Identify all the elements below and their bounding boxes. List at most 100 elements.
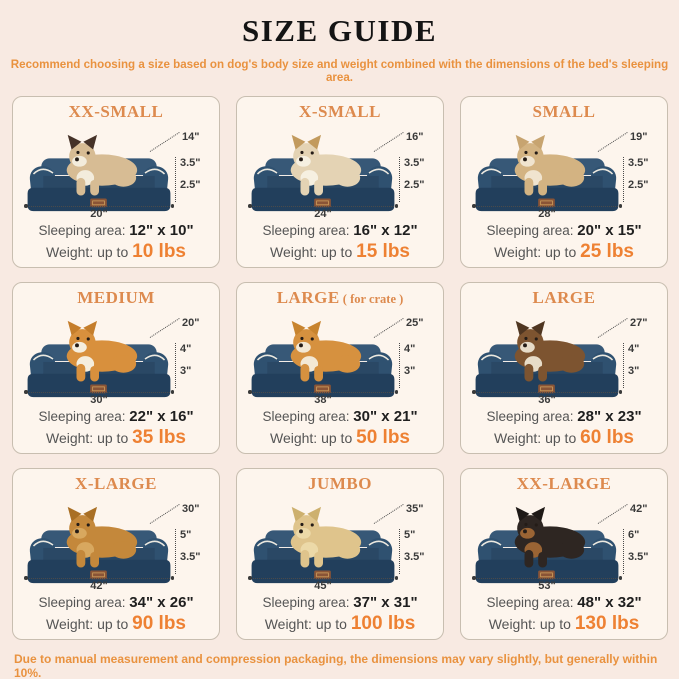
bed-width-dimension: 53" — [538, 580, 556, 592]
dog-eye-right — [86, 523, 90, 527]
sleeping-area-value: 20" x 15" — [577, 222, 642, 239]
dog-eye-right — [310, 337, 314, 341]
up-to-label: up to — [321, 430, 353, 446]
sleeping-area-label: Sleeping area: — [262, 595, 350, 610]
dog-eye-left — [300, 522, 304, 527]
bed-brand-tag-stitch — [540, 572, 553, 578]
size-name: MEDIUM — [77, 288, 155, 307]
dog-muzzle — [296, 527, 311, 539]
bed-brand-tag-stitch — [316, 386, 329, 392]
dog-front-paw-left — [300, 363, 310, 382]
sleeping-area-line: Sleeping area: 22" x 16" — [38, 408, 193, 426]
right-arm-piping — [144, 168, 166, 175]
dog-eye-left — [300, 336, 304, 341]
base-height-dimension: 3" — [628, 365, 640, 377]
dog-bed-drawing — [27, 134, 171, 212]
size-grid: XX-SMALL — [12, 96, 668, 640]
size-name: JUMBO — [308, 474, 372, 493]
sleeping-area-value: 22" x 16" — [129, 408, 194, 425]
size-label: MEDIUM — [77, 287, 155, 310]
bolster-height-dimension: 6" — [628, 529, 640, 541]
height-measure-line — [399, 529, 400, 574]
bolster-height-dimension: 4" — [404, 343, 416, 355]
dog-eye-right — [534, 151, 538, 155]
dog-ear-right — [83, 134, 98, 150]
dog-muzzle — [72, 527, 87, 539]
dog-muzzle — [296, 341, 311, 353]
height-measure-line — [399, 157, 400, 202]
bed-width-dimension: 36" — [538, 394, 556, 406]
size-card: XX-SMALL — [12, 96, 220, 268]
dog-front-paw-right — [314, 551, 323, 568]
right-arm-piping — [368, 168, 390, 175]
weight-line: Weight: up to 90 lbs — [46, 612, 186, 636]
dog-hindquarters — [110, 355, 137, 373]
sleeping-area-line: Sleeping area: 48" x 32" — [486, 594, 641, 612]
right-arm-piping — [592, 540, 614, 547]
up-to-label: up to — [97, 616, 129, 632]
dog-ear-left — [515, 134, 530, 150]
dog-ear-right — [307, 320, 322, 336]
size-label: LARGE — [533, 287, 596, 310]
bed-length-dimension: 30" — [182, 503, 200, 515]
page-header: SIZE GUIDE Recommend choosing a size bas… — [0, 0, 679, 84]
dog-front-paw-right — [538, 365, 547, 382]
weight-line: Weight: up to 60 lbs — [494, 426, 634, 450]
size-suffix: ( for crate ) — [339, 292, 404, 306]
weight-value: 10 lbs — [132, 241, 186, 262]
weight-label: Weight: — [45, 244, 94, 260]
bed-length-dimension: 42" — [630, 503, 648, 515]
weight-value: 130 lbs — [574, 613, 640, 634]
weight-label: Weight: — [45, 430, 94, 446]
dog-ear-left — [515, 320, 530, 336]
right-arm-piping — [144, 540, 166, 547]
bolster-height-dimension: 4" — [180, 343, 192, 355]
dog-eye-left — [524, 522, 528, 527]
sleeping-area-label: Sleeping area: — [38, 409, 126, 424]
dog-nose — [523, 529, 527, 534]
dog-hindquarters — [110, 169, 137, 187]
dog-eye-left — [76, 522, 80, 527]
left-arm-piping — [256, 540, 278, 547]
bed-width-dimension: 20" — [90, 208, 108, 220]
size-card: SMALL — [460, 96, 668, 268]
height-measure-line — [175, 529, 176, 574]
sleeping-area-value: 30" x 21" — [353, 408, 418, 425]
width-measure-line — [24, 390, 174, 394]
size-card: MEDIUM — [12, 282, 220, 454]
dog-ear-right — [83, 506, 98, 522]
dog-front-paw-right — [90, 365, 99, 382]
dog-bed-drawing — [251, 506, 395, 584]
width-measure-line — [472, 390, 622, 394]
dog-nose — [299, 529, 303, 534]
sleeping-area-line: Sleeping area: 30" x 21" — [262, 408, 417, 426]
weight-label: Weight: — [264, 616, 312, 632]
dog-front-paw-left — [76, 549, 86, 568]
dog-ear-left — [67, 320, 82, 336]
dog-front-paw-right — [90, 179, 99, 196]
size-label: X-LARGE — [75, 473, 157, 496]
dog-nose — [75, 343, 79, 348]
bed-width-dimension: 42" — [90, 580, 108, 592]
dog-nose — [75, 529, 79, 534]
base-height-dimension: 2.5" — [628, 179, 649, 191]
dog-bed-drawing — [251, 134, 395, 212]
dog-ear-left — [291, 320, 306, 336]
dog-ear-right — [307, 134, 322, 150]
size-label: XX-SMALL — [69, 101, 164, 124]
up-to-label: up to — [315, 616, 347, 632]
sleeping-area-line: Sleeping area: 28" x 23" — [486, 408, 641, 426]
bed-brand-tag-stitch — [316, 572, 329, 578]
left-arm-piping — [256, 354, 278, 361]
bed-illustration: 20" 4" 3" 30" — [22, 310, 210, 407]
dog-eye-left — [76, 150, 80, 155]
left-arm-piping — [480, 168, 502, 175]
dog-eye-left — [76, 336, 80, 341]
size-label: LARGE ( for crate ) — [277, 287, 404, 310]
page-title: SIZE GUIDE — [241, 13, 438, 48]
footnote: Due to manual measurement and compressio… — [14, 652, 658, 679]
height-measure-line — [175, 157, 176, 202]
size-label: JUMBO — [308, 473, 372, 496]
width-measure-line — [24, 576, 174, 580]
bed-length-dimension: 35" — [406, 503, 424, 515]
